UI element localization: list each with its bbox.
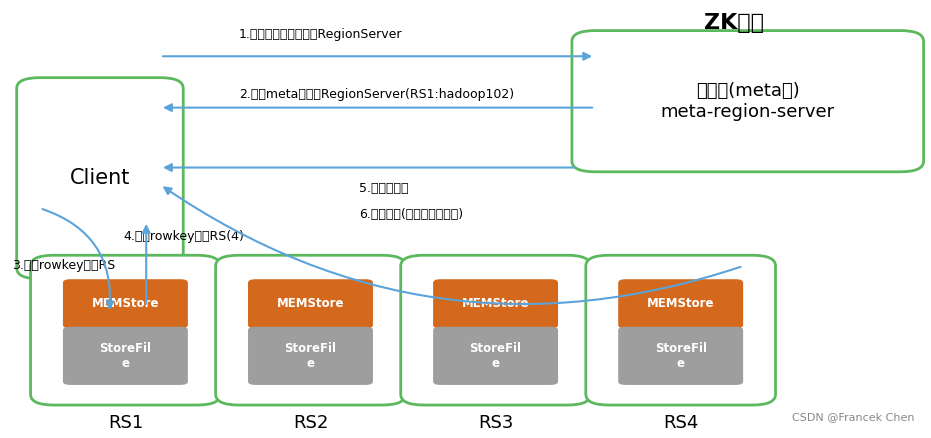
Text: CSDN @Francek Chen: CSDN @Francek Chen	[792, 412, 914, 422]
Text: 3.请求rowkey所在RS: 3.请求rowkey所在RS	[12, 259, 115, 272]
FancyBboxPatch shape	[572, 31, 924, 172]
Text: StoreFil
e: StoreFil e	[469, 342, 521, 370]
Text: RS4: RS4	[663, 413, 698, 431]
FancyBboxPatch shape	[63, 279, 188, 328]
FancyBboxPatch shape	[586, 255, 776, 405]
FancyBboxPatch shape	[433, 279, 558, 328]
FancyBboxPatch shape	[618, 279, 743, 328]
Text: StoreFil
e: StoreFil e	[285, 342, 336, 370]
FancyBboxPatch shape	[618, 327, 743, 385]
Text: 1.发送获取元数据所在RegionServer: 1.发送获取元数据所在RegionServer	[238, 28, 402, 41]
Text: 2.返回meta表所在RegionServer(RS1:hadoop102): 2.返回meta表所在RegionServer(RS1:hadoop102)	[238, 88, 514, 101]
Text: RS2: RS2	[293, 413, 328, 431]
FancyBboxPatch shape	[248, 327, 373, 385]
Text: 5.发起读请求: 5.发起读请求	[359, 183, 409, 195]
Text: 元数据(meta表)
meta-region-server: 元数据(meta表) meta-region-server	[661, 82, 835, 120]
Text: MEMStore: MEMStore	[91, 297, 159, 311]
FancyBboxPatch shape	[31, 255, 221, 405]
Text: 4.返回rowkey所在RS(4): 4.返回rowkey所在RS(4)	[123, 230, 244, 243]
Text: StoreFil
e: StoreFil e	[654, 342, 707, 370]
Text: RS1: RS1	[108, 413, 143, 431]
FancyBboxPatch shape	[17, 78, 183, 279]
Text: ZK集群: ZK集群	[704, 14, 763, 33]
FancyBboxPatch shape	[433, 327, 558, 385]
FancyBboxPatch shape	[248, 279, 373, 328]
FancyBboxPatch shape	[63, 327, 188, 385]
Text: MEMStore: MEMStore	[462, 297, 530, 311]
Text: StoreFil
e: StoreFil e	[100, 342, 152, 370]
Text: RS3: RS3	[478, 413, 513, 431]
Text: 6.返回结果(先内存，后磁盘): 6.返回结果(先内存，后磁盘)	[359, 208, 464, 221]
Text: MEMStore: MEMStore	[277, 297, 344, 311]
Text: MEMStore: MEMStore	[647, 297, 714, 311]
FancyBboxPatch shape	[216, 255, 405, 405]
FancyBboxPatch shape	[400, 255, 590, 405]
Text: Client: Client	[70, 168, 130, 188]
